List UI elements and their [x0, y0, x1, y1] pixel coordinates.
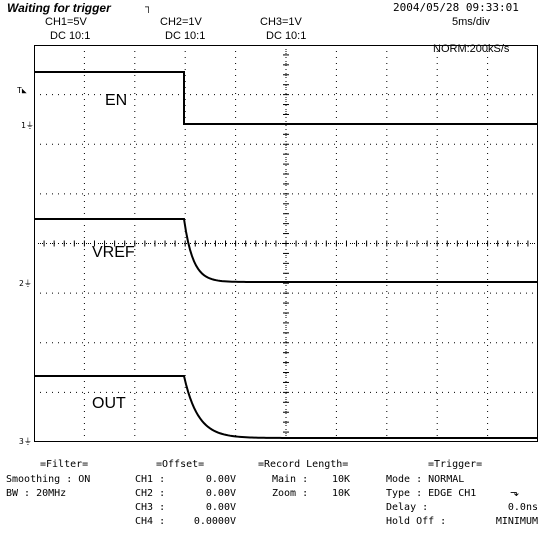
- trigger-holdoff-value[interactable]: MINIMUM: [495, 516, 538, 527]
- offset-ch3-value[interactable]: 0.00V: [205, 502, 236, 513]
- trigger-delay-value[interactable]: 0.0ns: [507, 502, 538, 513]
- filter-heading: =Filter=: [40, 459, 89, 470]
- ch3-marker-label: 3: [19, 437, 24, 446]
- ch2-scale[interactable]: CH2=1V: [160, 16, 202, 28]
- waveform-label-en: EN: [105, 92, 128, 109]
- ch2-coupling[interactable]: DC 10:1: [165, 30, 206, 42]
- trigger-holdoff-name: Hold Off :: [386, 516, 447, 527]
- trigger-heading: =Trigger=: [428, 459, 483, 470]
- trigger-status: Waiting for trigger: [7, 1, 111, 15]
- record-main-name: Main :: [272, 474, 309, 485]
- ch2-marker-label: 2: [19, 279, 24, 288]
- ch1-coupling[interactable]: DC 10:1: [50, 30, 91, 42]
- trigger-arrow-icon: ◣: [21, 86, 27, 95]
- offset-ch1-value[interactable]: 0.00V: [205, 474, 236, 485]
- record-main-value[interactable]: 10K: [331, 474, 350, 485]
- waveform-label-out: OUT: [92, 395, 126, 412]
- trace-en: [34, 71, 538, 125]
- traces: [34, 71, 538, 439]
- waveform-label-vref: VREF: [92, 244, 135, 261]
- timebase[interactable]: 5ms/div: [452, 16, 490, 28]
- trace-vref: [34, 218, 538, 283]
- ground-icon: ⏚: [23, 279, 32, 288]
- trigger-level-marker: T◣: [17, 86, 27, 95]
- offset-ch2-value[interactable]: 0.00V: [205, 488, 236, 499]
- smoothing-setting[interactable]: Smoothing : ON: [6, 474, 91, 485]
- falling-edge-icon: ⬎: [510, 487, 520, 499]
- offset-ch4-name: CH4 :: [135, 516, 166, 527]
- ch3-coupling[interactable]: DC 10:1: [266, 30, 307, 42]
- ch1-ground-marker: 1⏚: [21, 120, 34, 131]
- ch2-ground-marker: 2⏚: [19, 278, 32, 289]
- record-zoom-value[interactable]: 10K: [331, 488, 350, 499]
- record-length-heading: =Record Length=: [258, 459, 349, 470]
- ch1-marker-label: 1: [21, 121, 26, 130]
- trace-out: [34, 375, 538, 439]
- offset-ch4-value[interactable]: 0.0000V: [193, 516, 236, 527]
- trigger-mode[interactable]: Mode : NORMAL: [386, 474, 465, 485]
- offset-ch3-name: CH3 :: [135, 502, 166, 513]
- date-time: 2004/05/28 09:33:01: [393, 1, 519, 14]
- trigger-type[interactable]: Type : EDGE CH1: [386, 488, 477, 499]
- ground-icon: ⏚: [25, 121, 34, 130]
- record-zoom-name: Zoom :: [272, 488, 309, 499]
- bandwidth-setting[interactable]: BW : 20MHz: [6, 488, 67, 499]
- offset-heading: =Offset=: [156, 459, 205, 470]
- trigger-level-letter: T: [17, 86, 22, 95]
- waveform-display[interactable]: [34, 45, 538, 442]
- trigger-delay-name: Delay :: [386, 502, 429, 513]
- trigger-state-icon: ┐: [145, 2, 153, 13]
- ch3-ground-marker: 3⏚: [19, 436, 32, 447]
- ground-icon: ⏚: [23, 437, 32, 446]
- offset-ch1-name: CH1 :: [135, 474, 166, 485]
- ch1-scale[interactable]: CH1=5V: [45, 16, 87, 28]
- offset-ch2-name: CH2 :: [135, 488, 166, 499]
- ch3-scale[interactable]: CH3=1V: [260, 16, 302, 28]
